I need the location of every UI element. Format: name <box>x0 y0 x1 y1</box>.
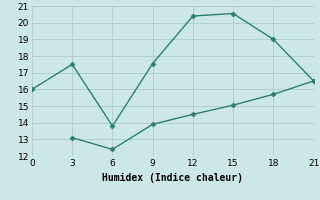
X-axis label: Humidex (Indice chaleur): Humidex (Indice chaleur) <box>102 173 243 183</box>
